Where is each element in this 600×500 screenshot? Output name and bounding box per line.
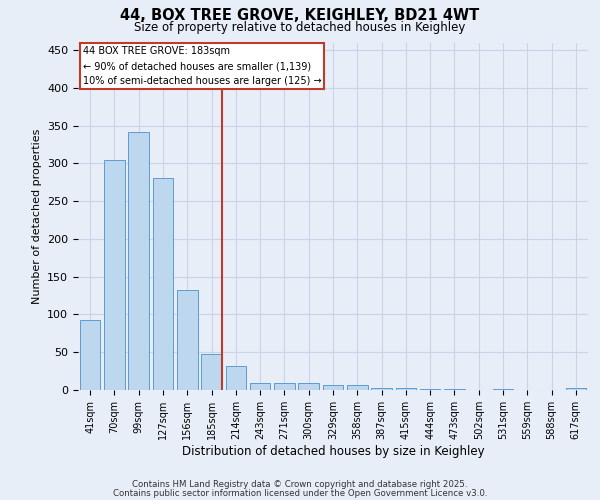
Bar [347, 384, 368, 390]
Bar [493, 389, 514, 390]
Bar [80, 320, 100, 390]
Bar [444, 389, 465, 390]
Text: Size of property relative to detached houses in Keighley: Size of property relative to detached ho… [134, 21, 466, 34]
Bar [250, 383, 271, 390]
Bar [201, 354, 222, 390]
Text: Contains HM Land Registry data © Crown copyright and database right 2025.: Contains HM Land Registry data © Crown c… [132, 480, 468, 489]
Bar [152, 178, 173, 390]
Bar [420, 389, 440, 390]
Bar [104, 160, 125, 390]
Y-axis label: Number of detached properties: Number of detached properties [32, 128, 41, 304]
X-axis label: Distribution of detached houses by size in Keighley: Distribution of detached houses by size … [182, 444, 484, 458]
Bar [226, 366, 246, 390]
Text: Contains public sector information licensed under the Open Government Licence v3: Contains public sector information licen… [113, 488, 487, 498]
Bar [298, 383, 319, 390]
Bar [395, 388, 416, 390]
Bar [128, 132, 149, 390]
Bar [177, 290, 197, 390]
Bar [371, 388, 392, 390]
Bar [274, 383, 295, 390]
Text: 44 BOX TREE GROVE: 183sqm
← 90% of detached houses are smaller (1,139)
10% of se: 44 BOX TREE GROVE: 183sqm ← 90% of detac… [83, 46, 322, 86]
Text: 44, BOX TREE GROVE, KEIGHLEY, BD21 4WT: 44, BOX TREE GROVE, KEIGHLEY, BD21 4WT [121, 8, 479, 22]
Bar [566, 388, 586, 390]
Bar [323, 384, 343, 390]
